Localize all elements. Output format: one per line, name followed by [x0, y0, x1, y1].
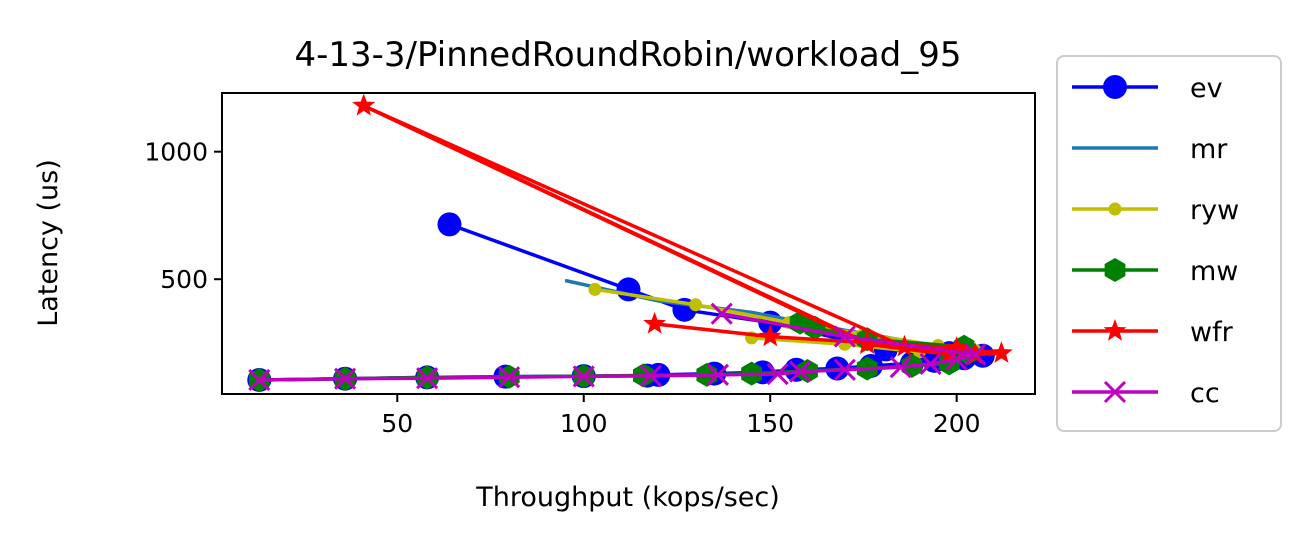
legend-label: mw — [1190, 256, 1238, 287]
y-axis-label: Latency (us) — [33, 159, 64, 327]
series-cc-point — [833, 358, 856, 381]
legend: ev mr ryw mw wfr cc — [1056, 55, 1282, 432]
legend-swatch-marker — [1103, 319, 1127, 341]
legend-swatch-marker — [1104, 258, 1126, 282]
x-tick-label: 100 — [560, 409, 608, 438]
series-cc-point — [710, 302, 733, 325]
chart-title: 4-13-3/PinnedRoundRobin/workload_95 — [294, 35, 961, 75]
series-wfr-point — [643, 311, 666, 334]
x-tick-label: 50 — [381, 409, 413, 438]
series-cc-point — [889, 356, 912, 379]
series-cc-point — [639, 364, 662, 387]
series-cc-point — [572, 365, 595, 388]
y-tick-label: 1000 — [144, 138, 208, 167]
legend-label: cc — [1190, 378, 1220, 409]
x-axis-label: Throughput (kops/sec) — [475, 482, 780, 513]
legend-label: mr — [1190, 134, 1228, 165]
legend-label: wfr — [1190, 317, 1234, 348]
series-cc-point — [416, 367, 439, 390]
legend-item-ev: ev — [1072, 73, 1223, 104]
series-cc-point — [945, 348, 968, 371]
series-cc-point — [919, 352, 942, 375]
series-cc-point — [788, 360, 812, 383]
series-cc-point — [964, 343, 987, 366]
legend-label: ryw — [1190, 195, 1239, 226]
x-tick-label: 150 — [746, 409, 794, 438]
legend-label: ev — [1190, 73, 1223, 104]
series-ryw-point — [689, 298, 703, 312]
series-wfr-point — [990, 341, 1013, 363]
legend-item-wfr: wfr — [1072, 317, 1234, 348]
series-cc-point — [766, 363, 789, 386]
x-tick-label: 200 — [933, 409, 981, 438]
legend-item-mr: mr — [1072, 134, 1228, 165]
series-cc-point — [248, 368, 271, 392]
series-cc-point — [706, 363, 730, 386]
y-tick-label: 500 — [160, 265, 208, 294]
series-wfr-point — [352, 93, 376, 116]
series-layer — [247, 93, 1013, 392]
series-wfr-point — [855, 332, 879, 354]
legend-swatch-marker — [1103, 75, 1127, 99]
legend-item-ryw: ryw — [1072, 195, 1239, 226]
series-cc-point — [833, 325, 856, 348]
legend-swatch-marker — [1103, 380, 1127, 404]
legend-frame — [1056, 55, 1282, 432]
tick-layer: 50 100 150 200 500 1000 — [144, 138, 980, 438]
series-ev-point — [437, 212, 462, 237]
series-cc-point — [334, 367, 357, 390]
series-cc — [248, 302, 987, 392]
series-wfr-point — [945, 336, 969, 358]
series-wfr-point — [758, 324, 782, 347]
series-ryw-point — [588, 282, 602, 296]
legend-swatch-marker — [1108, 202, 1122, 216]
legend-item-cc: cc — [1072, 378, 1220, 409]
series-cc-line — [259, 311, 978, 382]
series-cc-point — [498, 366, 521, 389]
legend-item-mw: mw — [1072, 256, 1238, 287]
